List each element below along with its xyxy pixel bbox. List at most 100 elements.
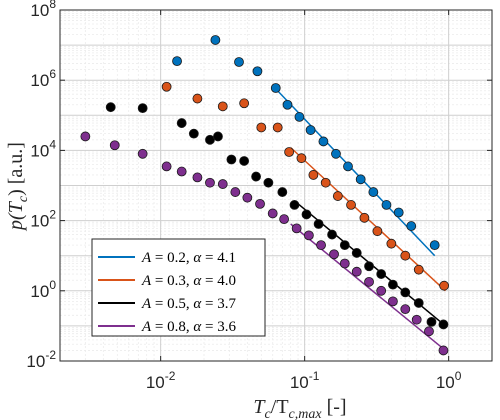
data-point [329, 249, 339, 260]
data-point [439, 280, 450, 291]
data-point [364, 276, 374, 287]
data-point [161, 81, 172, 92]
data-point [327, 229, 337, 240]
data-point [343, 161, 353, 172]
y-tick-label: 10-2 [26, 348, 56, 371]
data-markers [80, 35, 450, 356]
legend-label: A = 0.3, α = 4.0 [141, 273, 236, 289]
x-tick-label: 10-1 [290, 369, 320, 392]
data-point [387, 296, 398, 307]
data-point [381, 200, 392, 210]
plot-frame [59, 9, 493, 362]
data-point [137, 103, 148, 114]
legend-label: A = 0.2, α = 4.1 [141, 250, 236, 266]
y-tick-label: 104 [30, 137, 56, 160]
data-point [393, 207, 404, 218]
data-point [339, 258, 350, 269]
data-point [351, 248, 362, 258]
legend-box [91, 238, 266, 337]
x-tick-labels: 10-2 10-1 100 [146, 369, 462, 392]
data-point [217, 101, 228, 112]
data-point [331, 148, 341, 159]
y-tick-label: 100 [30, 278, 56, 301]
data-point [364, 261, 374, 272]
data-point [320, 177, 331, 188]
data-point [387, 279, 398, 290]
data-point [256, 122, 267, 133]
data-point [205, 177, 215, 188]
x-tick-label: 10-2 [146, 369, 176, 392]
legend: A = 0.2, α = 4.1 A = 0.3, α = 4.0 A = 0.5,… [91, 238, 266, 337]
data-point [438, 345, 449, 356]
data-point [386, 238, 397, 249]
data-point [251, 171, 261, 182]
data-point [413, 264, 424, 275]
data-point [359, 212, 370, 223]
data-point [339, 240, 350, 251]
data-point [291, 223, 302, 234]
data-point [263, 177, 274, 188]
y-tick-label: 108 [30, 0, 56, 20]
data-point [376, 269, 387, 279]
data-point [279, 214, 290, 225]
data-point [192, 93, 203, 104]
legend-label: A = 0.5, α = 3.7 [141, 296, 236, 312]
data-point [255, 198, 265, 209]
data-point [230, 187, 241, 197]
data-point [210, 35, 221, 45]
data-point [400, 304, 411, 315]
data-point [242, 192, 253, 203]
data-point [284, 147, 295, 157]
y-tick-labels: 10-2 100 102 104 106 108 [26, 0, 56, 371]
data-point [267, 208, 278, 219]
data-point [368, 187, 379, 197]
data-point [109, 140, 120, 151]
data-point [277, 187, 288, 197]
data-point [252, 66, 263, 77]
x-tick-label: 100 [436, 369, 462, 392]
data-point [305, 125, 316, 135]
data-point [239, 98, 250, 109]
data-point [296, 153, 307, 164]
data-point [411, 314, 422, 325]
data-point [413, 298, 424, 308]
data-point [303, 230, 314, 241]
data-point [289, 200, 300, 210]
data-point [406, 221, 417, 231]
data-point [270, 83, 281, 93]
data-point [239, 156, 250, 166]
data-point [213, 131, 223, 142]
data-point [372, 226, 383, 237]
data-point [234, 57, 244, 67]
axis-ticks [60, 9, 492, 362]
data-point [355, 174, 366, 185]
data-point [176, 118, 187, 128]
data-point [176, 166, 187, 177]
data-point [429, 240, 440, 251]
data-point [105, 102, 116, 113]
y-axis-label: p(Tc) [a.u.] [5, 142, 31, 232]
data-point [316, 240, 326, 251]
data-point [282, 99, 293, 110]
data-point [313, 219, 324, 229]
data-point [226, 154, 237, 165]
legend-label: A = 0.8, α = 3.6 [141, 319, 236, 335]
data-point [346, 200, 356, 210]
data-point [318, 136, 329, 147]
data-point [400, 250, 411, 261]
data-point [308, 170, 319, 180]
data-point [172, 56, 182, 67]
data-point [400, 287, 411, 298]
y-tick-label: 102 [30, 208, 56, 231]
data-point [217, 179, 228, 189]
data-point [351, 266, 362, 277]
data-point [301, 209, 312, 220]
data-point [376, 285, 387, 296]
data-point [192, 172, 203, 183]
data-point [424, 326, 434, 337]
data-point [438, 319, 449, 330]
data-point [161, 161, 172, 172]
data-point [426, 317, 437, 327]
data-point [188, 128, 199, 139]
